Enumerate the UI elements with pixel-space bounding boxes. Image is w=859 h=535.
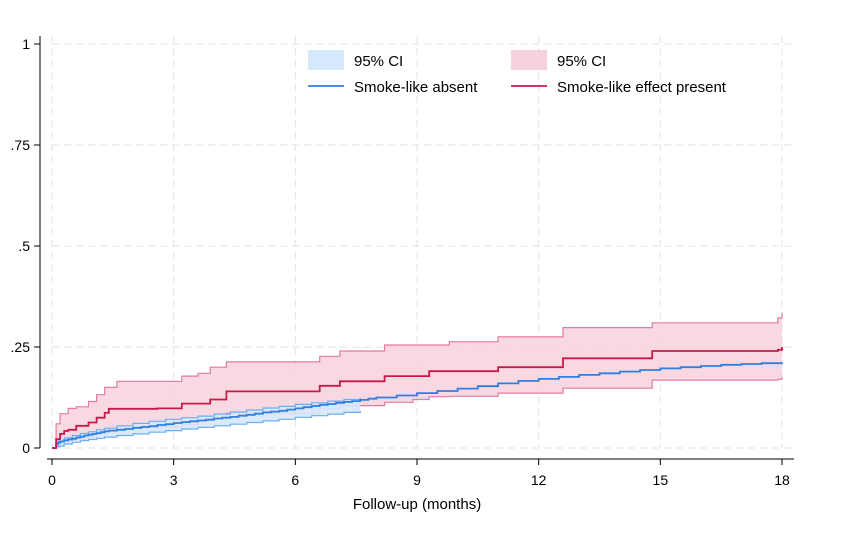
x-tick-label-15: 15: [653, 472, 669, 488]
x-tick-label-6: 6: [291, 472, 299, 488]
x-tick-label-0: 0: [48, 472, 56, 488]
ci-upper-edge-present: [52, 312, 783, 449]
y-tick-label-.25: .25: [11, 339, 31, 355]
x-axis-ticks: 0 3 6 9 12 15 18: [48, 459, 790, 488]
x-tick-label-3: 3: [170, 472, 178, 488]
x-tick-label-12: 12: [531, 472, 547, 488]
grid: [51, 36, 794, 449]
legend-label-ci-absent: 95% CI: [354, 53, 403, 70]
y-tick-label-.75: .75: [11, 137, 31, 153]
x-tick-label-9: 9: [413, 472, 421, 488]
legend-label-ci-present: 95% CI: [557, 53, 606, 70]
x-tick-label-18: 18: [774, 472, 790, 488]
y-axis-ticks: 0 .25 .5 .75 1: [11, 36, 40, 456]
y-tick-label-0: 0: [22, 440, 30, 456]
legend: 95% CI 95% CI Smoke-like absent Smoke-li…: [308, 50, 727, 96]
axes: [39, 36, 794, 460]
y-tick-label-1: 1: [22, 36, 30, 52]
legend-swatch-ci-absent: [308, 50, 344, 70]
ci-band-present: [52, 312, 782, 448]
series-lines: [52, 347, 783, 449]
ci-bands: [52, 312, 783, 449]
ci-lower-edge-absent: [52, 410, 361, 449]
series-line-present: [52, 347, 783, 449]
ci-upper-edge-absent: [52, 397, 361, 449]
legend-label-present: Smoke-like effect present: [557, 79, 727, 96]
legend-swatch-ci-present: [511, 50, 547, 70]
y-tick-label-.5: .5: [18, 238, 30, 254]
x-axis-title: Follow-up (months): [353, 496, 481, 513]
legend-label-absent: Smoke-like absent: [354, 79, 478, 96]
series-line-absent: [52, 362, 783, 449]
